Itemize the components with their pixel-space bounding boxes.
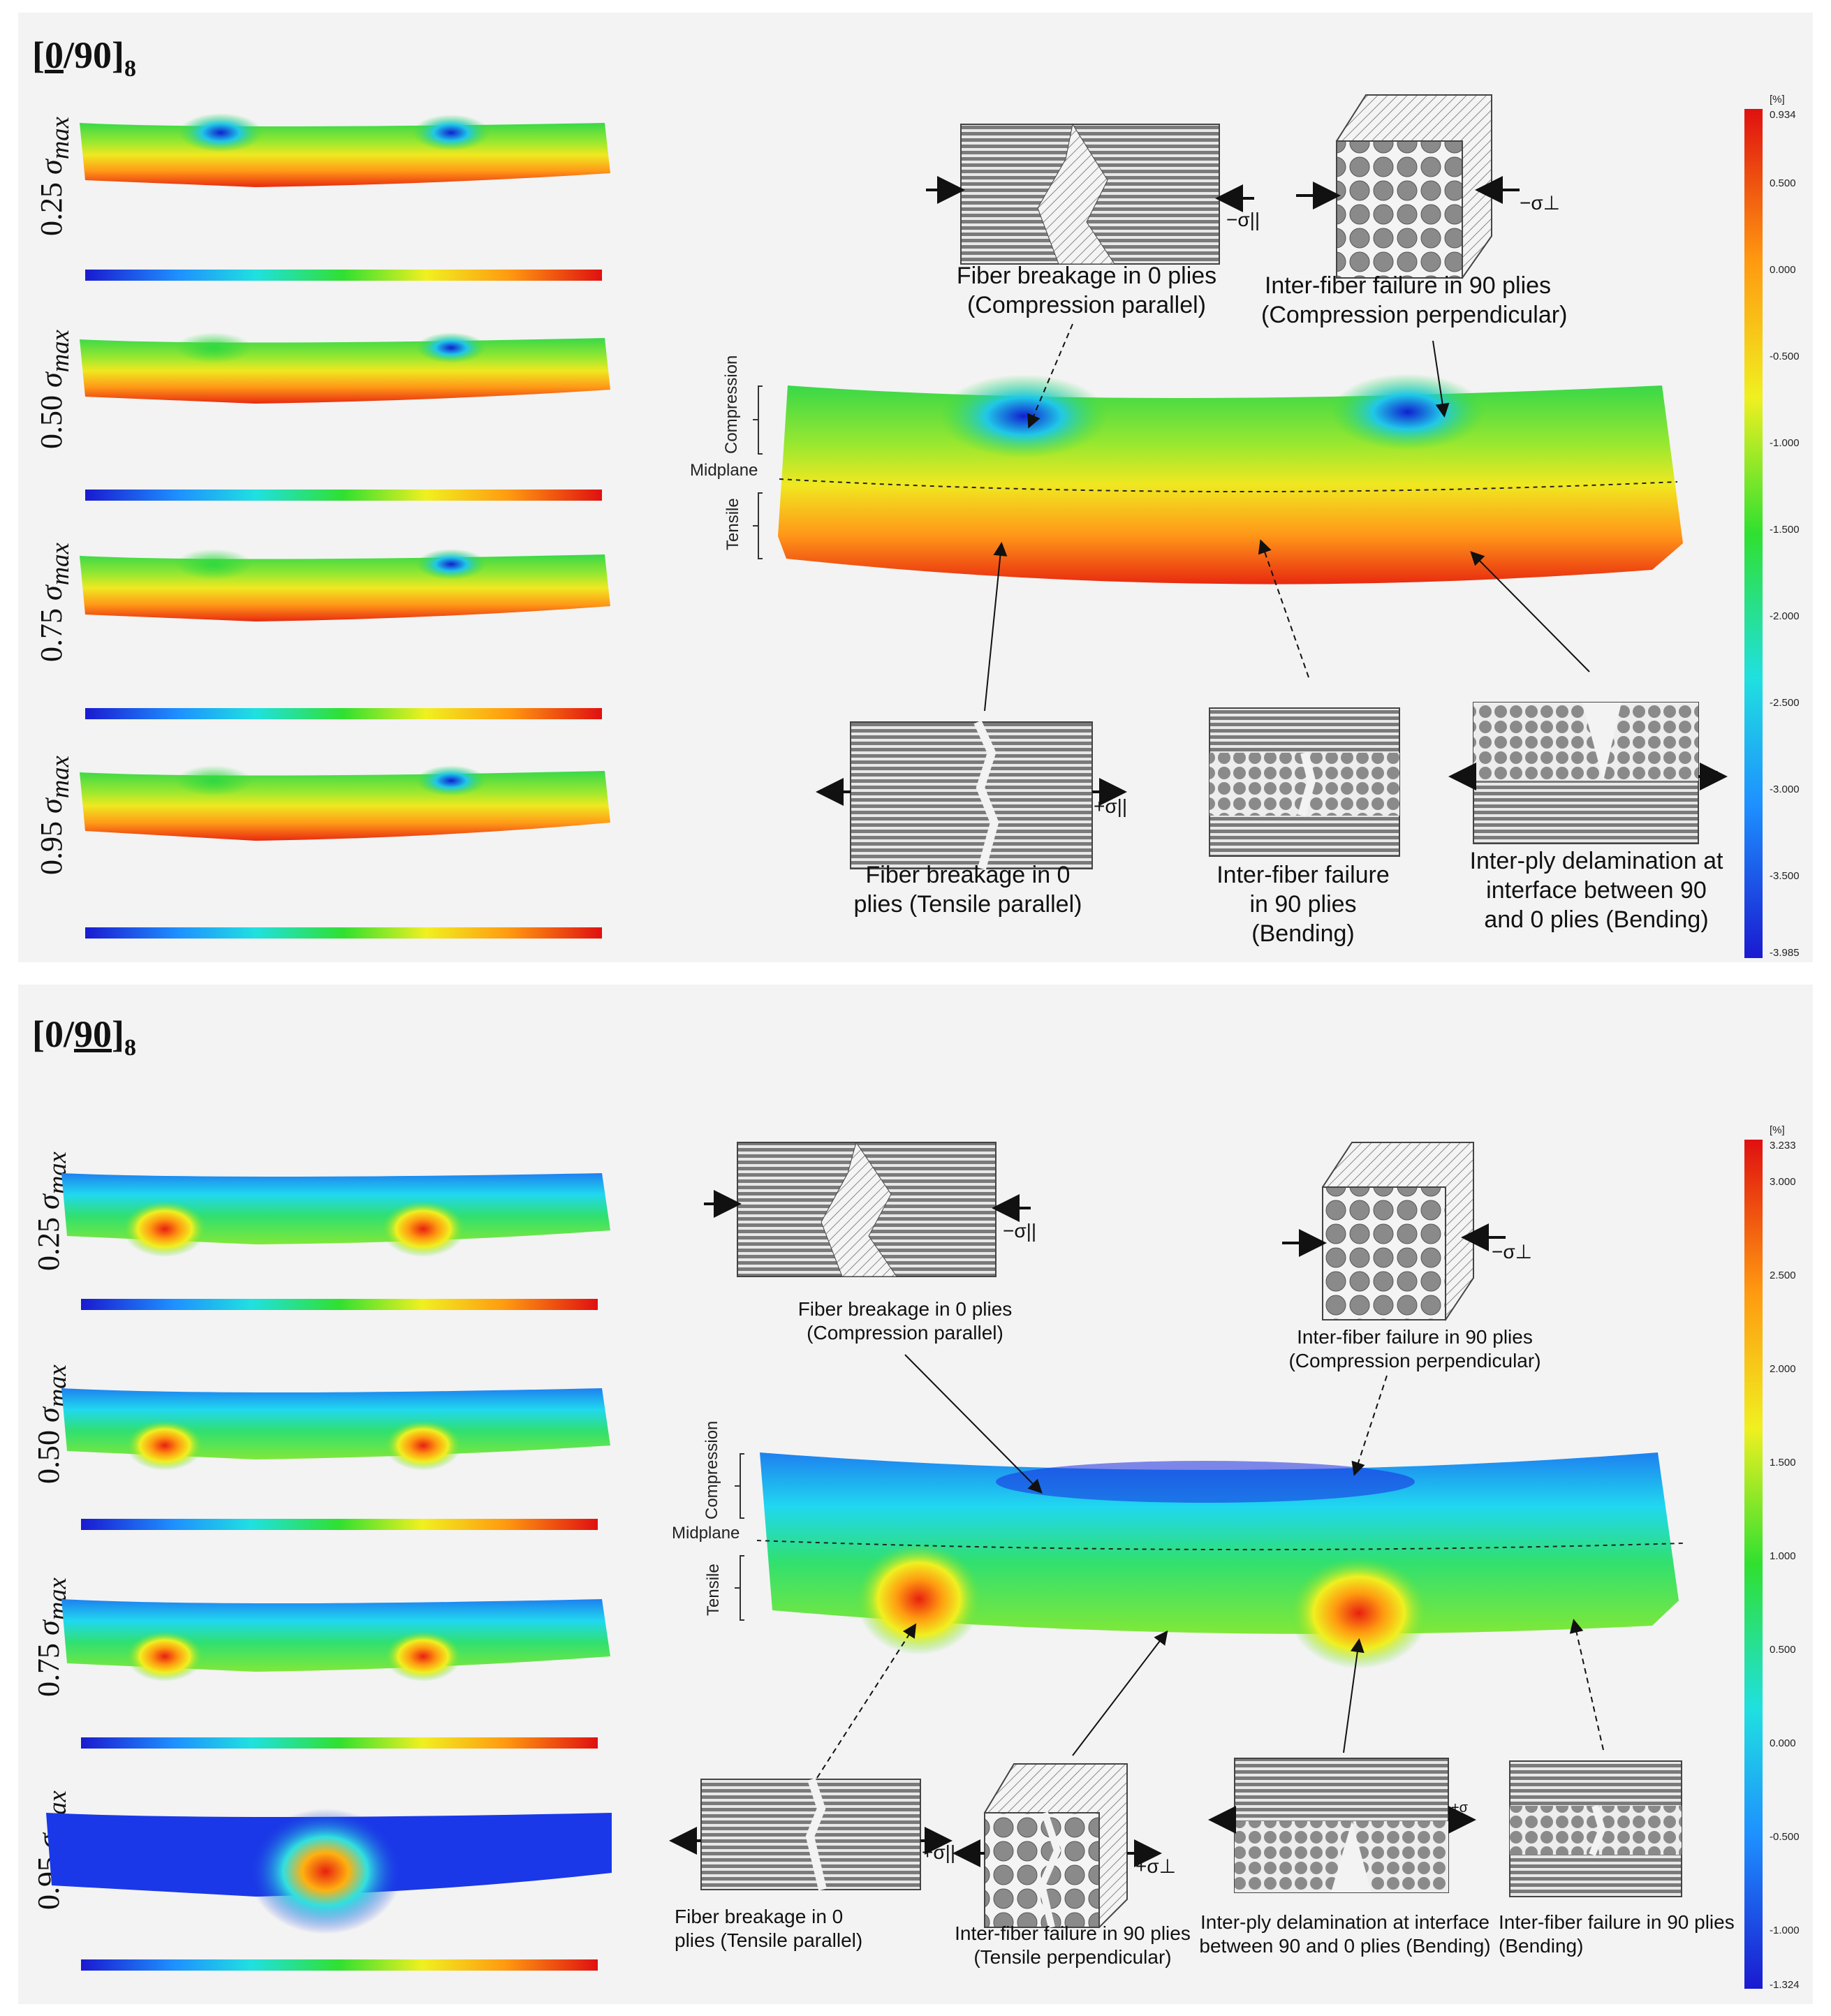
colorbar-tick: -1.500 xyxy=(1770,524,1800,536)
colorbar-tick: -0.500 xyxy=(1770,351,1800,362)
leader-line xyxy=(1569,1619,1604,1751)
schematic-iff-comp xyxy=(1282,1142,1506,1321)
caption-iff-comp: Inter-fiber failure in 90 plies (Compress… xyxy=(1261,272,1568,328)
colorbar-tick: -1.000 xyxy=(1770,1925,1800,1936)
symbol-label: −σ|| xyxy=(1003,1220,1037,1242)
compression-label: Compression xyxy=(722,355,741,454)
main-beam xyxy=(778,374,1683,584)
colorbar-unit: [%] xyxy=(1770,94,1785,105)
colorbar-tick: 1.000 xyxy=(1770,1550,1796,1562)
tensile-label: Tensile xyxy=(704,1563,723,1616)
schematic-iff-comp xyxy=(1296,94,1520,279)
panel-graphics xyxy=(46,1140,1763,1989)
caption-fiber-tens: Fiber breakage in 0 plies (Tensile parall… xyxy=(853,862,1082,918)
caption-delam: Inter-ply delamination at interface betwe… xyxy=(1469,848,1723,933)
schematic-iff-tens xyxy=(953,1763,1162,1929)
symbol-label: +σ⊥ xyxy=(1135,1855,1177,1877)
caption-fiber-comp: Fiber breakage in 0 plies (Compression pa… xyxy=(956,263,1217,318)
schematic-fiber-comp xyxy=(704,1141,1031,1277)
symbol-label: +σ|| xyxy=(922,1841,956,1863)
compression-label: Compression xyxy=(703,1420,721,1520)
leader-line xyxy=(1351,1375,1388,1476)
caption-fiber-comp: Fiber breakage in 0 plies (Compression pa… xyxy=(797,1298,1013,1344)
colorbar-tick: -3.985 xyxy=(1770,947,1800,959)
panel-0-90-top: [0/90]8 0.25 σmax 0.50 σmax 0.75 σmax 0.… xyxy=(18,13,1813,962)
colorbar-small xyxy=(81,1737,598,1749)
colorbar-small xyxy=(81,1959,598,1971)
leader-line xyxy=(1027,323,1073,429)
main-colorbar xyxy=(1744,1140,1763,1989)
colorbar-small xyxy=(81,1299,598,1310)
midplane-label: Midplane xyxy=(690,461,758,480)
leader-line xyxy=(1343,1638,1365,1753)
caption-delam: Inter-ply delamination at interface betwe… xyxy=(1199,1911,1491,1957)
leader-line xyxy=(1470,551,1590,672)
colorbar-tick: 1.500 xyxy=(1770,1457,1796,1469)
laminate-title: [0/90]8 xyxy=(32,34,136,82)
leader-line xyxy=(1432,340,1450,418)
symbol-label: −σ|| xyxy=(1226,209,1260,230)
colorbar-tick: 2.500 xyxy=(1770,1270,1796,1281)
schematic-iff-bend xyxy=(1209,707,1400,857)
colorbar-tick: 0.500 xyxy=(1770,1644,1796,1656)
symbol-label: −σ⊥ xyxy=(1492,1241,1533,1263)
colorbar-tick: -0.500 xyxy=(1770,1831,1800,1843)
colorbar-small xyxy=(85,490,602,501)
leader-line xyxy=(1072,1630,1168,1756)
colorbar-small xyxy=(85,927,602,939)
colorbar-tick: -3.500 xyxy=(1770,870,1800,882)
colorbar-tick: 0.934 xyxy=(1770,109,1796,121)
small-beam-050 xyxy=(80,332,610,404)
leader-line xyxy=(904,1354,1043,1494)
symbol-label: −σ⊥ xyxy=(1520,192,1561,214)
schematic-iff-bend xyxy=(1509,1760,1682,1897)
laminate-title: [0/90]8 xyxy=(32,1013,136,1061)
midplane-label: Midplane xyxy=(672,1524,740,1543)
symbol-label: +σ xyxy=(1451,1800,1469,1816)
colorbar-small xyxy=(85,270,602,281)
caption-iff-bend: Inter-fiber failure in 90 plies (Bending) xyxy=(1499,1911,1735,1957)
colorbar-tick: -1.324 xyxy=(1770,1979,1800,1991)
schematic-delam xyxy=(1208,1758,1476,1893)
main-beam xyxy=(756,1452,1684,1669)
caption-iff-bend: Inter-fiber failure in 90 plies (Bending) xyxy=(1216,862,1390,947)
colorbar-tick: 3.233 xyxy=(1770,1140,1796,1152)
caption-fiber-tens: Fiber breakage in 0 plies (Tensile parall… xyxy=(675,1906,863,1951)
small-beam-095 xyxy=(46,1809,612,1934)
colorbar-tick: 0.500 xyxy=(1770,177,1796,189)
colorbar-tick: -3.000 xyxy=(1770,783,1800,795)
small-beam-025 xyxy=(80,113,610,187)
small-beam-075 xyxy=(80,549,610,621)
tensile-label: Tensile xyxy=(723,498,742,550)
colorbar-tick: -2.000 xyxy=(1770,610,1800,622)
small-beam-025 xyxy=(61,1173,610,1257)
caption-iff-tens: Inter-fiber failure in 90 plies (Tensile … xyxy=(955,1922,1191,1968)
small-beam-075 xyxy=(61,1599,610,1682)
colorbar-tick: 2.000 xyxy=(1770,1363,1796,1375)
caption-iff-comp: Inter-fiber failure in 90 plies (Compress… xyxy=(1288,1326,1541,1371)
colorbar-tick: 0.000 xyxy=(1770,1737,1796,1749)
colorbar-tick: -1.000 xyxy=(1770,437,1800,449)
symbol-label: +σ|| xyxy=(1094,795,1128,817)
main-colorbar xyxy=(1744,109,1763,958)
colorbar-tick: 3.000 xyxy=(1770,1176,1796,1188)
leader-line xyxy=(984,542,1008,712)
small-beam-050 xyxy=(61,1388,610,1471)
panel-graphics xyxy=(80,94,1763,958)
small-beam-095 xyxy=(80,765,610,841)
schematic-fiber-comp xyxy=(926,123,1254,265)
colorbar-tick: 0.000 xyxy=(1770,264,1796,276)
panel-0-90-bottom: [0/90]8 0.25 σmax 0.50 σmax 0.75 σmax 0.… xyxy=(18,985,1813,2004)
leader-line xyxy=(1258,539,1309,678)
symbol-label: +σ xyxy=(1701,767,1719,782)
colorbar-unit: [%] xyxy=(1770,1124,1785,1136)
schematic-delam xyxy=(1448,702,1728,844)
colorbar-tick: -2.500 xyxy=(1770,697,1800,709)
leader-line xyxy=(816,1623,917,1779)
colorbar-small xyxy=(81,1519,598,1530)
colorbar-small xyxy=(85,708,602,719)
schematic-fiber-tens xyxy=(816,720,1127,870)
schematic-fiber-tens xyxy=(669,1778,953,1891)
